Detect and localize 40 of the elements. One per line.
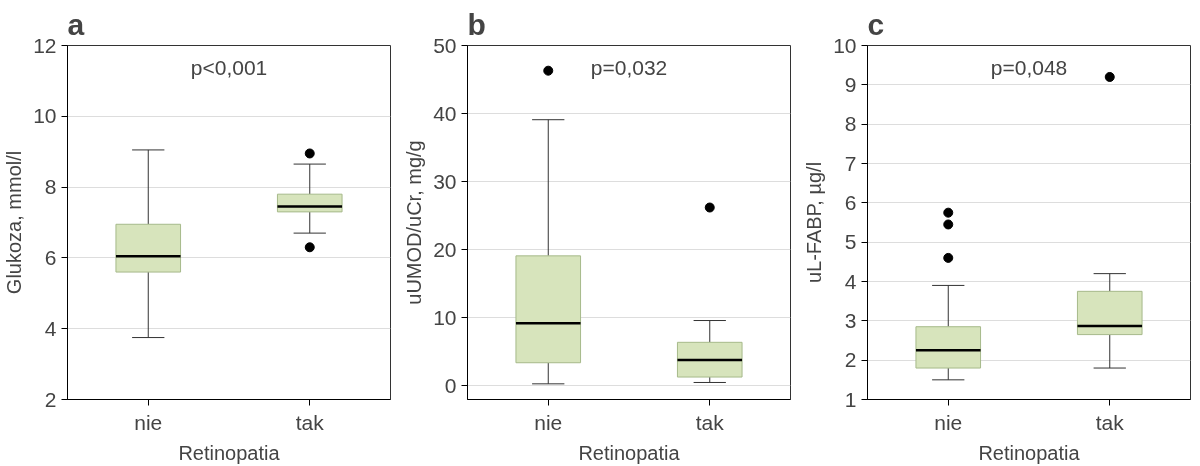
y-tick-label: 6: [844, 190, 857, 214]
y-tick-label: 8: [44, 175, 57, 199]
y-tick-label: 12: [33, 33, 57, 57]
y-tick-label: 10: [33, 104, 57, 128]
y-tick-label: 4: [844, 269, 857, 293]
chart-title: b: [467, 7, 486, 41]
y-tick-label: 4: [44, 316, 57, 340]
annotation: p=0,048: [990, 55, 1068, 79]
y-tick-label: 30: [433, 169, 457, 193]
annotation: p<0,001: [190, 55, 268, 79]
y-tick-label: 7: [844, 151, 857, 175]
y-tick-label: 20: [433, 237, 457, 261]
y-tick-label: 3: [844, 308, 857, 332]
x-axis-title: Retinopatia: [578, 441, 681, 464]
y-axis-title: Glukoza, mmol/l: [3, 150, 26, 295]
y-tick-label: 0: [444, 373, 457, 397]
y-axis-title: uL-FABP, µg/l: [803, 161, 826, 284]
chart-title: a: [67, 7, 85, 41]
x-tick-label: nie: [934, 410, 963, 434]
x-tick-label: nie: [134, 410, 163, 434]
x-tick-label: tak: [295, 410, 325, 434]
chart-title: c: [867, 7, 885, 41]
x-tick-label: tak: [695, 410, 725, 434]
x-tick-label: nie: [534, 410, 563, 434]
y-tick-label: 10: [833, 33, 857, 57]
annotation: p=0,032: [590, 55, 668, 79]
y-tick-label: 1: [844, 387, 857, 411]
y-tick-label: 50: [433, 33, 457, 57]
y-tick-label: 2: [844, 348, 857, 372]
x-axis-title: Retinopatia: [978, 441, 1081, 464]
y-tick-label: 9: [844, 72, 857, 96]
x-axis-title: Retinopatia: [178, 441, 281, 464]
y-tick-label: 40: [433, 101, 457, 125]
y-tick-label: 5: [844, 230, 857, 254]
y-tick-label: 2: [44, 387, 57, 411]
y-tick-label: 6: [44, 245, 57, 269]
x-tick-label: tak: [1095, 410, 1125, 434]
y-tick-label: 10: [433, 305, 457, 329]
y-tick-label: 8: [844, 112, 857, 136]
y-axis-title: uUMOD/uCr, mg/g: [403, 140, 426, 305]
